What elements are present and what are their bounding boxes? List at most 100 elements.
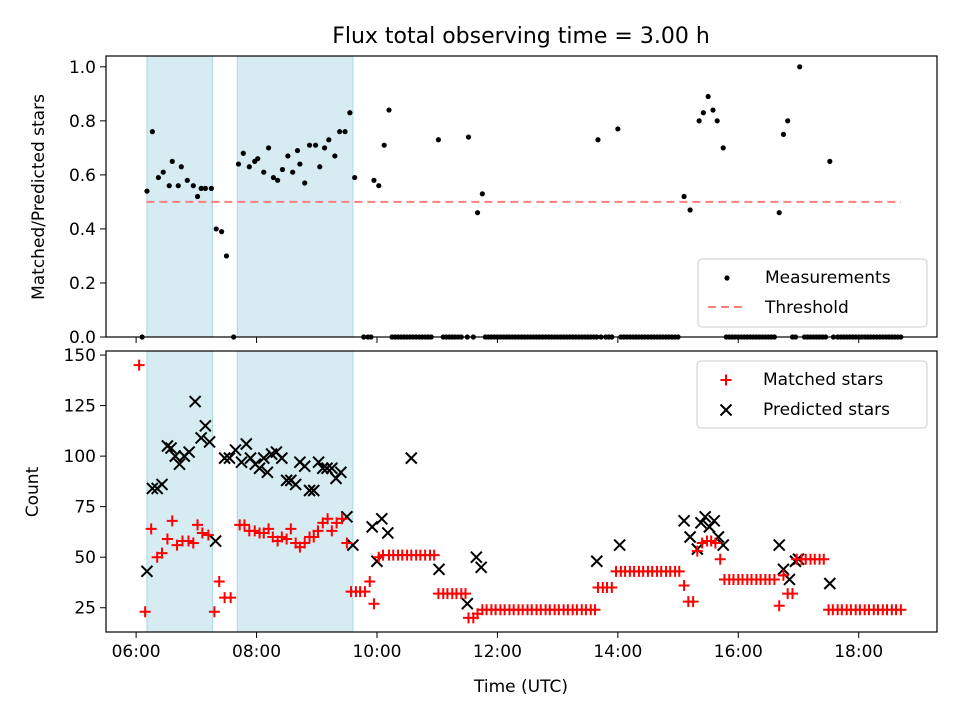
- predicted-star-point: [307, 484, 320, 497]
- matched-star-point: [428, 549, 440, 561]
- matched-star-point: [133, 359, 145, 371]
- legend-label-threshold: Threshold: [764, 298, 849, 318]
- matched-star-point: [312, 525, 324, 537]
- x-tick-label: 08:00: [232, 642, 281, 662]
- predicted-star-point: [432, 563, 446, 576]
- predicted-star-point: [209, 534, 222, 548]
- measurement-point: [797, 64, 803, 70]
- bottom-x-axis-ticks: 06:00 08:00 10:00 12:00 14:00 16:00 18:00: [112, 632, 883, 662]
- predicted-star-point: [261, 466, 274, 479]
- matched-star-point: [281, 533, 293, 545]
- bot-y-tick-label: 100: [64, 447, 96, 467]
- matched-star-point: [299, 537, 311, 549]
- measurement-point: [270, 174, 277, 181]
- matched-star-point: [336, 513, 348, 525]
- measurement-point: [435, 137, 441, 143]
- predicted-star-point: [334, 466, 348, 479]
- matched-star-point: [606, 582, 618, 594]
- x-axis-label: Time (UTC): [473, 677, 568, 697]
- predicted-star-point: [229, 443, 242, 457]
- matched-star-point: [263, 523, 275, 535]
- measurement-point: [714, 118, 720, 124]
- matched-star-point: [786, 588, 798, 600]
- matched-star-point: [239, 519, 250, 531]
- bot-shaded-span-0: [146, 350, 214, 633]
- measurement-point: [687, 207, 693, 213]
- predicted-star-point: [312, 455, 325, 469]
- measurement-point: [279, 166, 286, 173]
- predicted-star-point: [203, 435, 216, 449]
- predicted-star-point: [146, 482, 159, 495]
- measurement-point: [294, 147, 301, 154]
- predicted-star-point: [694, 516, 708, 530]
- measurement-point: [595, 137, 601, 143]
- measurement-point: [371, 177, 377, 183]
- bot-y-tick-label: 150: [64, 346, 96, 366]
- bottom-shaded-spans: [146, 350, 354, 633]
- measurement-point: [332, 153, 338, 159]
- measurement-point: [198, 185, 204, 191]
- matched-star-point: [673, 565, 685, 577]
- matched-star-point: [678, 580, 690, 592]
- top-plot-frame: [105, 55, 938, 338]
- matched-star-point: [156, 547, 168, 559]
- predicted-star-point: [773, 538, 786, 552]
- predicted-star-point: [346, 538, 360, 552]
- matched-star-point: [341, 537, 353, 549]
- predicted-star-point: [280, 474, 293, 487]
- predicted-star-point: [461, 597, 474, 610]
- top-x-axis-ticks: [135, 337, 860, 343]
- measurement-point: [213, 226, 219, 232]
- predicted-star-point: [325, 462, 339, 475]
- measurement-point: [326, 137, 332, 143]
- predicted-star-point: [340, 510, 354, 523]
- predicted-star-point: [164, 441, 178, 455]
- measurement-point: [681, 193, 687, 200]
- measurement-point: [386, 107, 392, 113]
- x-tick-label: 06:00: [112, 642, 161, 662]
- predicted-star-point: [194, 431, 208, 445]
- top-y-tick-label: 0.6: [69, 166, 96, 186]
- legend-label-predicted: Predicted stars: [763, 400, 890, 420]
- measurement-point: [321, 145, 328, 151]
- predicted-star-point: [188, 395, 202, 408]
- matched-star-point: [818, 553, 830, 565]
- x-tick-label: 12:00: [473, 642, 522, 662]
- matched-star-point: [213, 575, 225, 587]
- measurement-point: [705, 93, 711, 100]
- matched-star-point: [895, 604, 907, 616]
- predicted-star-point: [717, 538, 730, 552]
- measurement-point: [776, 210, 782, 216]
- matched-star-points: [133, 359, 907, 624]
- top-y-tick-label: 0.4: [69, 220, 96, 240]
- measurement-point: [290, 169, 296, 175]
- measurement-point: [219, 229, 225, 235]
- matched-star-point: [249, 525, 261, 537]
- bottom-y-axis-label: Count: [23, 466, 43, 517]
- predicted-star-point: [235, 455, 248, 469]
- matched-star-point: [225, 592, 237, 604]
- predicted-star-point: [253, 462, 266, 475]
- matched-star-point: [696, 537, 708, 549]
- measurement-point: [337, 129, 343, 135]
- top-y-axis-label: Matched/Predicted stars: [29, 94, 49, 300]
- measurement-point: [347, 110, 353, 116]
- legend-label-matched: Matched stars: [763, 370, 883, 390]
- measurement-point: [275, 177, 281, 183]
- measurement-point: [465, 134, 472, 140]
- measurement-point: [223, 253, 230, 259]
- bot-y-tick-label: 50: [74, 548, 96, 568]
- measurement-point: [785, 118, 791, 124]
- measurement-point: [342, 129, 348, 135]
- top-legend-box: [697, 258, 928, 328]
- measurement-point: [155, 174, 161, 181]
- matched-star-point: [459, 588, 471, 600]
- measurement-point: [265, 145, 272, 151]
- predicted-star-point: [381, 526, 395, 540]
- x-tick-label: 16:00: [714, 642, 763, 662]
- bot-y-tick-label: 25: [74, 599, 96, 619]
- matched-star-point: [161, 533, 173, 545]
- matched-star-point: [709, 537, 721, 549]
- predicted-star-point: [613, 538, 626, 552]
